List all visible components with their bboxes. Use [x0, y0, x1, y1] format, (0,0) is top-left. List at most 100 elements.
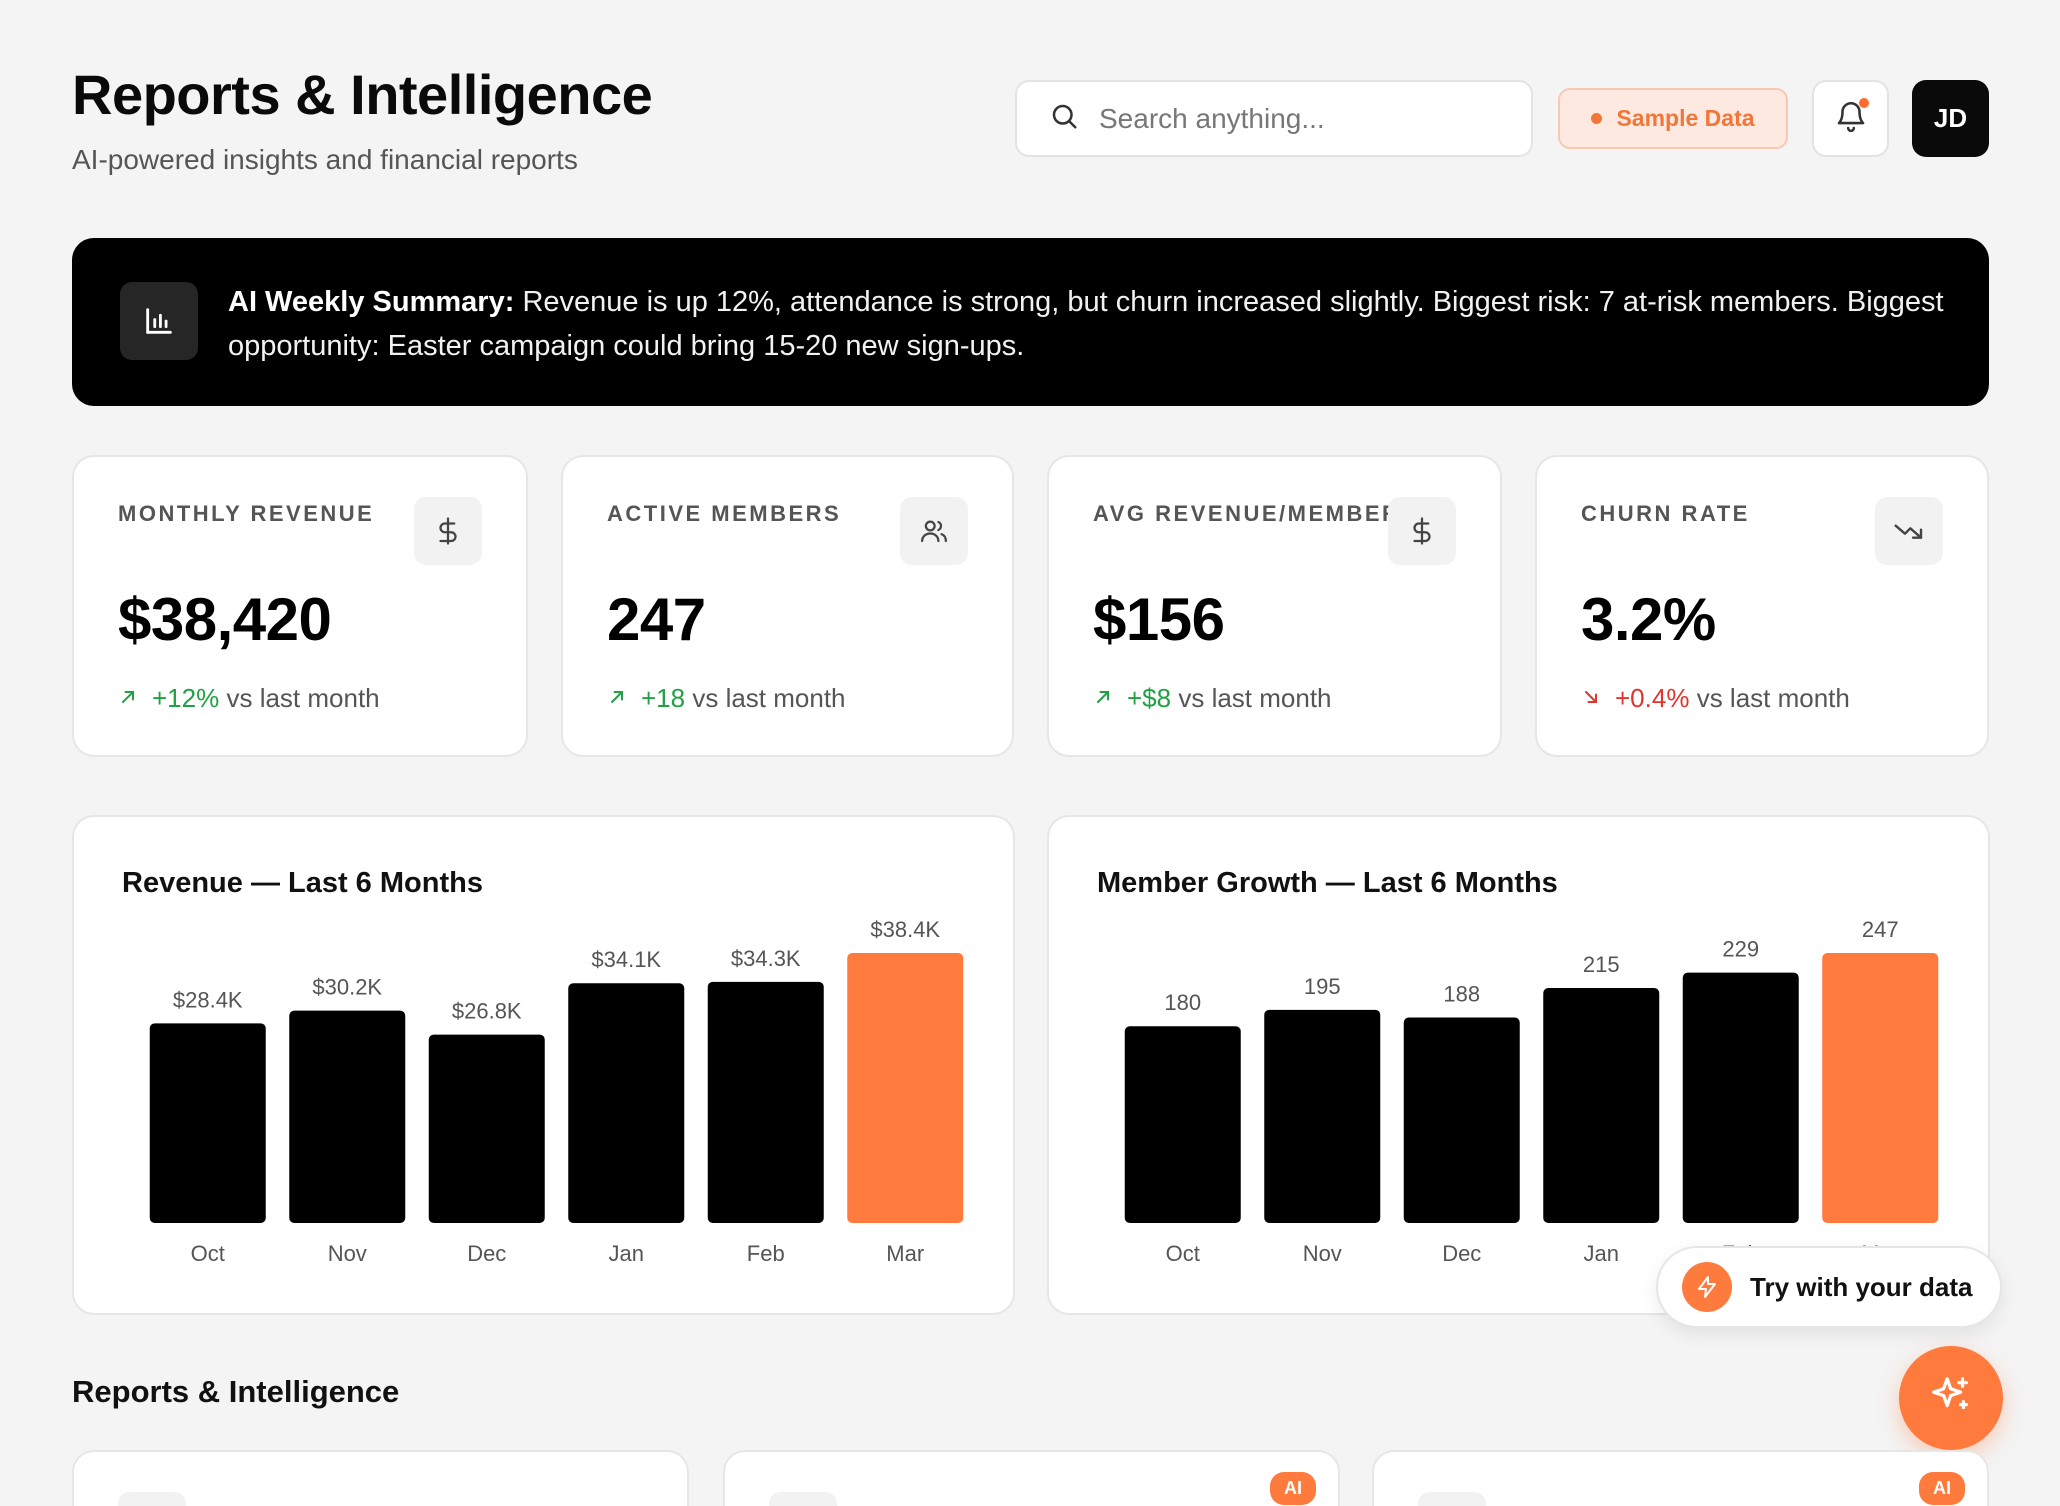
member-growth-chart-card: Member Growth — Last 6 Months 180 Oct 195 N…	[1047, 815, 1990, 1315]
search-box[interactable]	[1015, 80, 1533, 157]
kpi-delta: +$8 vs last month	[1093, 683, 1332, 714]
kpi-label: AVG REVENUE/MEMBER	[1093, 501, 1401, 526]
kpi-label: ACTIVE MEMBERS	[607, 501, 842, 526]
bar-chart-icon	[120, 282, 198, 360]
summary-text: AI Weekly Summary: Revenue is up 12%, at…	[228, 280, 1958, 368]
member-growth-bar-chart: 180Oct195Nov188Dec215Jan229Feb247Mar	[1124, 917, 1939, 1266]
x-tick-label: Nov	[1303, 1241, 1342, 1266]
report-icon	[769, 1492, 837, 1506]
bar-data-label: 215	[1583, 952, 1620, 977]
arrow-up-right-icon	[1093, 683, 1113, 714]
search-icon	[1049, 101, 1079, 136]
page-subtitle: AI-powered insights and financial report…	[72, 144, 578, 175]
kpi-delta-suffix: vs last month	[226, 683, 380, 713]
revenue-bar-chart: $28.4K Oct $30.2K Nov $26.8K Dec $34.1K Jan $34.…	[149, 917, 964, 1266]
summary-body: Revenue is up 12%, attendance is strong,…	[228, 286, 1944, 362]
sample-dot-icon	[1591, 113, 1603, 124]
x-tick-label: Jan	[609, 1241, 644, 1266]
bar-data-label: $28.4K	[173, 987, 243, 1012]
x-tick-label: Mar	[886, 1241, 924, 1266]
arrow-down-right-icon	[1581, 683, 1601, 714]
bar-data-label: $34.1K	[591, 947, 661, 972]
kpi-card-churn-rate[interactable]: CHURN RATE 3.2% +0.4% vs last month	[1535, 455, 1989, 757]
bar-dec[interactable]	[1403, 1017, 1520, 1223]
bar-data-label: 195	[1304, 974, 1341, 999]
bar-nov[interactable]	[289, 1010, 406, 1223]
bar-data-label: $38.4K	[870, 917, 940, 942]
bar-oct[interactable]	[149, 1023, 266, 1223]
sample-data-label: Sample Data	[1616, 105, 1755, 131]
bar-oct[interactable]	[1124, 1026, 1241, 1223]
lightning-icon	[1682, 1262, 1732, 1312]
bar-feb[interactable]	[1682, 972, 1799, 1223]
bar-data-label: $30.2K	[312, 975, 382, 1000]
x-tick-label: Oct	[1166, 1241, 1200, 1266]
arrow-up-right-icon	[118, 683, 138, 714]
kpi-delta-suffix: vs last month	[1696, 683, 1850, 713]
bar-data-label: $26.8K	[452, 999, 522, 1024]
search-input[interactable]	[1099, 102, 1499, 135]
report-card[interactable]: AI	[1372, 1450, 1989, 1506]
arrow-up-right-icon	[607, 683, 627, 714]
x-tick-label: Dec	[467, 1241, 506, 1266]
notification-dot-icon	[1859, 98, 1869, 108]
ai-badge: AI	[1270, 1472, 1316, 1505]
users-icon	[900, 497, 968, 565]
x-tick-label: Jan	[1584, 1241, 1619, 1266]
dollar-icon	[414, 497, 482, 565]
kpi-card-active-members[interactable]: ACTIVE MEMBERS 247 +18 vs last month	[561, 455, 1014, 757]
bar-data-label: 247	[1862, 917, 1899, 942]
report-card[interactable]	[72, 1450, 689, 1506]
kpi-delta-suffix: vs last month	[1178, 683, 1332, 713]
summary-label: AI Weekly Summary:	[228, 286, 515, 318]
ai-badge: AI	[1919, 1472, 1965, 1505]
bar-dec[interactable]	[428, 1034, 545, 1223]
kpi-delta-value: +$8	[1127, 683, 1172, 713]
ai-assistant-button[interactable]	[1899, 1346, 2003, 1450]
report-icon	[1418, 1492, 1486, 1506]
kpi-value: 3.2%	[1581, 586, 1716, 653]
x-tick-label: Nov	[328, 1241, 367, 1266]
bar-data-label: $34.3K	[731, 946, 801, 971]
x-tick-label: Feb	[747, 1241, 785, 1266]
report-icon	[118, 1492, 186, 1506]
kpi-value: $38,420	[118, 586, 332, 653]
kpi-value: $156	[1093, 586, 1225, 653]
page-title: Reports & Intelligence	[72, 63, 653, 126]
bar-jan[interactable]	[1543, 987, 1660, 1223]
bar-mar[interactable]	[847, 953, 964, 1223]
kpi-value: 247	[607, 586, 706, 653]
trending-down-icon	[1875, 497, 1943, 565]
try-label: Try with your data	[1750, 1271, 1973, 1302]
kpi-card-monthly-revenue[interactable]: MONTHLY REVENUE $38,420 +12% vs last mon…	[72, 455, 528, 757]
sample-data-badge[interactable]: Sample Data	[1558, 88, 1788, 149]
try-with-your-data-button[interactable]: Try with your data	[1656, 1246, 2002, 1328]
ai-weekly-summary: AI Weekly Summary: Revenue is up 12%, at…	[72, 238, 1989, 406]
dollar-icon	[1388, 497, 1456, 565]
sparkles-icon	[1928, 1373, 1974, 1424]
bar-data-label: 229	[1722, 937, 1759, 962]
kpi-delta-value: +18	[641, 683, 686, 713]
bell-icon	[1834, 99, 1868, 138]
kpi-label: MONTHLY REVENUE	[118, 501, 375, 526]
x-tick-label: Oct	[191, 1241, 225, 1266]
bar-jan[interactable]	[568, 983, 685, 1223]
kpi-card-avg-revenue[interactable]: AVG REVENUE/MEMBER $156 +$8 vs last mont…	[1047, 455, 1502, 757]
notifications-button[interactable]	[1812, 80, 1889, 157]
bar-mar[interactable]	[1822, 953, 1939, 1223]
kpi-delta-value: +12%	[152, 683, 220, 713]
x-tick-label: Dec	[1442, 1241, 1481, 1266]
kpi-delta-suffix: vs last month	[692, 683, 846, 713]
bar-feb[interactable]	[707, 981, 824, 1223]
reports-section-title: Reports & Intelligence	[72, 1374, 400, 1409]
kpi-delta: +18 vs last month	[607, 683, 846, 714]
avatar[interactable]: JD	[1912, 80, 1989, 157]
bar-data-label: 188	[1443, 981, 1480, 1006]
chart-title: Revenue — Last 6 Months	[122, 867, 483, 899]
revenue-chart-card: Revenue — Last 6 Months $28.4K Oct $30.2K N…	[72, 815, 1015, 1315]
kpi-delta-value: +0.4%	[1615, 683, 1690, 713]
report-card[interactable]: AI	[723, 1450, 1340, 1506]
bar-nov[interactable]	[1264, 1009, 1381, 1223]
chart-title: Member Growth — Last 6 Months	[1097, 867, 1558, 899]
bar-data-label: 180	[1164, 990, 1201, 1015]
